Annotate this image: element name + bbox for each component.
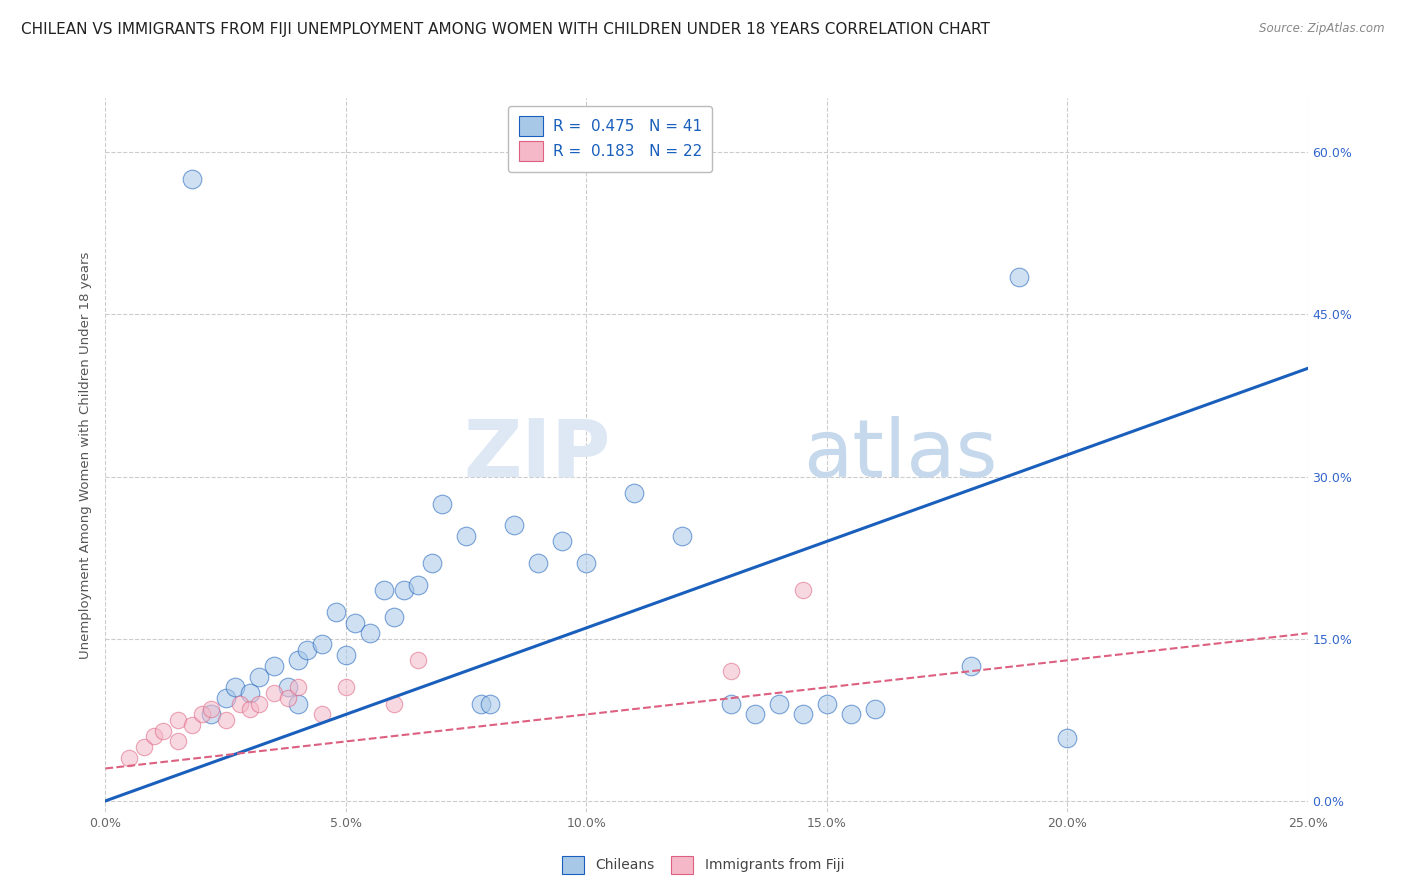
Point [671, 529, 693, 543]
Point [527, 556, 550, 570]
Point [247, 669, 270, 683]
Point [214, 691, 236, 706]
Point [239, 702, 262, 716]
Point [335, 681, 357, 695]
Point [263, 686, 285, 700]
Point [359, 626, 381, 640]
Point [181, 172, 204, 186]
Point [960, 658, 983, 673]
Point [200, 707, 222, 722]
Point [1008, 269, 1031, 284]
Point [277, 691, 299, 706]
Text: Source: ZipAtlas.com: Source: ZipAtlas.com [1260, 22, 1385, 36]
Point [181, 718, 204, 732]
Point [551, 534, 574, 549]
Point [430, 497, 453, 511]
Point [392, 583, 415, 598]
Point [190, 707, 212, 722]
Point [720, 664, 742, 678]
Point [454, 529, 477, 543]
Point [382, 610, 405, 624]
Point [344, 615, 367, 630]
Point [623, 485, 645, 500]
Point [239, 686, 262, 700]
Point [214, 713, 236, 727]
Point [839, 707, 862, 722]
Point [470, 697, 492, 711]
Point [720, 697, 742, 711]
Text: ZIP: ZIP [463, 416, 610, 494]
Point [863, 702, 886, 716]
Point [311, 707, 333, 722]
Text: CHILEAN VS IMMIGRANTS FROM FIJI UNEMPLOYMENT AMONG WOMEN WITH CHILDREN UNDER 18 : CHILEAN VS IMMIGRANTS FROM FIJI UNEMPLOY… [21, 22, 990, 37]
Y-axis label: Unemployment Among Women with Children Under 18 years: Unemployment Among Women with Children U… [79, 252, 93, 658]
Text: atlas: atlas [803, 416, 997, 494]
Point [224, 681, 246, 695]
Point [792, 583, 814, 598]
Point [382, 697, 405, 711]
Point [325, 605, 347, 619]
Point [200, 702, 222, 716]
Legend: R =  0.475   N = 41, R =  0.183   N = 22: R = 0.475 N = 41, R = 0.183 N = 22 [508, 106, 713, 172]
Point [247, 697, 270, 711]
Point [287, 697, 309, 711]
Point [373, 583, 395, 598]
Point [575, 556, 598, 570]
Point [229, 697, 252, 711]
Point [335, 648, 357, 662]
Point [744, 707, 766, 722]
Point [287, 653, 309, 667]
Point [118, 750, 141, 764]
Point [132, 739, 155, 754]
Point [166, 713, 188, 727]
Point [406, 577, 429, 591]
Point [311, 637, 333, 651]
Point [815, 697, 838, 711]
Point [768, 697, 790, 711]
Point [479, 697, 502, 711]
Point [297, 642, 319, 657]
Point [166, 734, 188, 748]
Point [263, 658, 285, 673]
Point [142, 729, 165, 743]
Legend: Chileans, Immigrants from Fiji: Chileans, Immigrants from Fiji [555, 849, 851, 880]
Point [152, 723, 174, 738]
Point [287, 681, 309, 695]
Point [503, 518, 526, 533]
Point [792, 707, 814, 722]
Point [277, 681, 299, 695]
Point [1056, 731, 1078, 746]
Point [406, 653, 429, 667]
Point [422, 556, 444, 570]
